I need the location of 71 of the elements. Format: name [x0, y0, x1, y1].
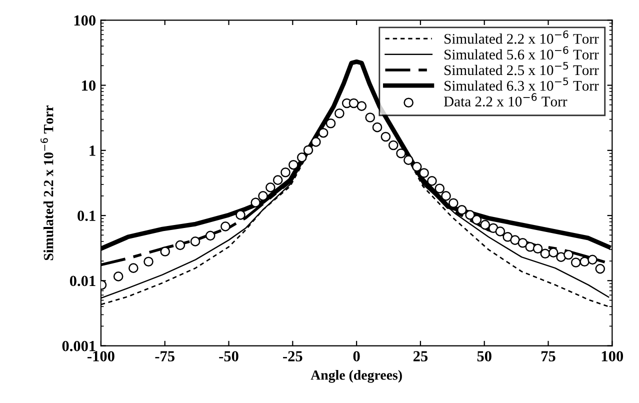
point: [570, 258, 581, 268]
point: [595, 264, 606, 274]
legend-label: Simulated 5.6 x 10$^{−6}$ Torr: [444, 46, 599, 60]
legend-label: Simulated 2.5 x 10$^{−5}$ Torr: [444, 62, 599, 76]
y-axis-title: Simulated 2.2 x 10$^{−6}$ Torr: [40, 105, 54, 260]
point: [296, 152, 307, 162]
point: [280, 167, 290, 178]
point: [434, 184, 445, 194]
point: [456, 204, 467, 215]
point: [448, 198, 458, 208]
y-tick-label: 0.001: [62, 340, 96, 352]
point: [356, 101, 367, 111]
point: [502, 232, 513, 242]
point: [220, 222, 230, 232]
point: [303, 145, 314, 156]
point: [564, 250, 574, 260]
point: [175, 240, 186, 250]
point: [334, 108, 344, 118]
point: [532, 244, 543, 254]
point: [318, 128, 328, 138]
point: [518, 238, 528, 248]
point: [372, 122, 382, 132]
x-tick-label: -50: [219, 351, 238, 362]
point: [388, 140, 398, 150]
point: [272, 175, 283, 185]
point: [311, 137, 321, 147]
point: [236, 210, 246, 220]
legend-label: Simulated 6.3 x 10$^{−5}$ Torr: [444, 78, 599, 91]
point: [480, 220, 490, 230]
point: [128, 263, 138, 273]
x-tick-label: 75: [541, 351, 556, 362]
point: [404, 155, 414, 165]
point: [540, 248, 550, 259]
legend-label: Data 2.2 x 10$^{−6}$ Torr: [444, 93, 568, 107]
x-tick-label: 25: [413, 351, 428, 362]
point: [427, 176, 437, 186]
point: [190, 236, 200, 246]
point: [250, 198, 261, 208]
legend-label: Simulated 2.2 x 10$^{−6}$ Torr: [444, 30, 599, 44]
point: [258, 191, 268, 201]
point: [160, 246, 170, 256]
y-tick-label: 0.01: [70, 276, 96, 286]
y-tick-label: 10: [82, 80, 96, 91]
point: [205, 230, 216, 241]
point: [288, 160, 298, 170]
x-tick-label: 0: [353, 351, 360, 362]
y-tick-label: 0.1: [78, 210, 96, 222]
point: [396, 148, 406, 158]
x-tick-label: 100: [602, 351, 624, 362]
point: [365, 112, 376, 122]
point: [380, 132, 391, 142]
x-axis-title: Angle (degrees): [310, 370, 402, 383]
x-tick-label: -25: [283, 351, 302, 362]
x-tick-label: -100: [88, 351, 114, 362]
point: [144, 256, 154, 267]
point: [495, 226, 506, 236]
point: [348, 98, 359, 108]
point: [412, 162, 422, 172]
y-tick-label: 100: [74, 15, 96, 26]
point: [441, 191, 451, 201]
point: [419, 168, 429, 178]
point: [588, 254, 598, 265]
x-tick-label: 50: [477, 351, 492, 362]
point: [266, 182, 276, 192]
point: [113, 272, 124, 282]
point: [326, 118, 336, 128]
point: [510, 235, 520, 245]
point: [525, 242, 536, 252]
point: [465, 210, 475, 220]
y-tick-label: 1: [90, 146, 96, 156]
x-tick-label: -75: [155, 351, 174, 362]
